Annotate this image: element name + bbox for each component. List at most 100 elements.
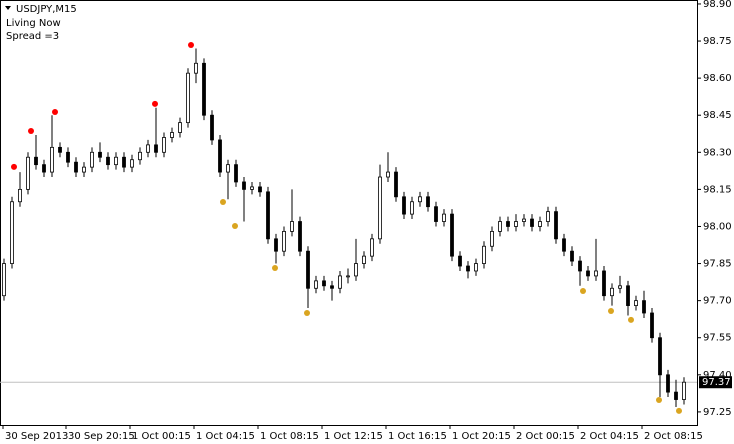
candle-body	[626, 285, 630, 306]
candle-body	[330, 285, 334, 289]
y-tick-label: 97.70	[703, 296, 732, 307]
candle-body	[434, 206, 438, 222]
candle-body	[378, 176, 382, 240]
candle-body	[74, 161, 78, 173]
candle-body	[674, 391, 678, 400]
indicator-label: Living Now	[6, 18, 61, 29]
candle-body	[410, 201, 414, 215]
y-tick-label: 97.55	[703, 333, 732, 344]
y-tick-label: 98.60	[703, 73, 732, 84]
candle-body	[618, 285, 622, 289]
candle-body	[458, 255, 462, 267]
spread-label: Spread =3	[6, 31, 59, 42]
x-tick-label: 1 Oct 00:15	[132, 431, 191, 442]
y-tick-label: 97.85	[703, 259, 732, 270]
fractal-marker	[188, 41, 194, 48]
candle-body	[578, 260, 582, 272]
candle-body	[18, 188, 22, 203]
fractal-marker	[580, 287, 586, 294]
candle-body	[570, 250, 574, 262]
fractal-marker	[304, 310, 310, 317]
candle-body	[386, 171, 390, 178]
fractal-marker	[232, 222, 238, 229]
x-tick-label: 30 Sep 20:15	[68, 431, 135, 442]
y-tick-label: 98.45	[703, 110, 732, 121]
symbol-menu-arrow[interactable]	[5, 6, 11, 10]
chart-title: USDJPY,M15	[16, 4, 77, 15]
candle-body	[682, 381, 686, 400]
candle-body	[298, 221, 302, 252]
fractal-marker	[11, 163, 17, 170]
candle-body	[178, 122, 182, 133]
candle-body	[546, 211, 550, 222]
fractal-marker	[676, 407, 682, 414]
candle-body	[114, 156, 118, 166]
x-tick-label: 2 Oct 04:15	[580, 431, 639, 442]
current-price-box	[699, 376, 732, 389]
candle-body	[498, 221, 502, 232]
candle-body	[194, 62, 198, 74]
x-tick-label: 1 Oct 08:15	[260, 431, 319, 442]
candle-body	[466, 265, 470, 272]
candle-body	[66, 151, 70, 163]
candle-body	[666, 374, 670, 393]
candle-body	[562, 238, 566, 252]
candle-body	[634, 300, 638, 306]
y-tick-label: 97.25	[703, 407, 732, 418]
candle-body	[154, 144, 158, 153]
y-tick-label: 98.90	[703, 0, 732, 10]
candle-body	[554, 211, 558, 240]
plot-frame	[0, 0, 698, 426]
candle-body	[586, 270, 590, 277]
x-tick-label: 1 Oct 04:15	[196, 431, 255, 442]
candle-body	[650, 312, 654, 339]
candle-body	[338, 275, 342, 289]
candle-body	[162, 137, 166, 153]
y-tick-label: 98.15	[703, 184, 732, 195]
candle-body	[2, 263, 6, 297]
candle-body	[314, 280, 318, 289]
y-tick-label: 97.40	[703, 370, 732, 381]
candle-body	[418, 196, 422, 203]
candle-body	[290, 221, 294, 232]
candle-body	[58, 146, 62, 153]
candle-body	[130, 159, 134, 168]
x-tick-label: 30 Sep 2013	[5, 431, 68, 442]
fractal-marker	[52, 108, 58, 115]
candle-body	[322, 280, 326, 287]
candle-body	[514, 221, 518, 227]
candle-body	[226, 164, 230, 173]
candle-body	[506, 221, 510, 227]
candle-body	[362, 255, 366, 264]
candle-body	[258, 186, 262, 193]
candle-body	[98, 151, 102, 158]
x-tick-label: 1 Oct 16:15	[388, 431, 447, 442]
x-tick-label: 2 Oct 00:15	[516, 431, 575, 442]
x-tick-label: 2 Oct 08:15	[644, 431, 703, 442]
candle-body	[354, 263, 358, 277]
candle-body	[138, 151, 142, 161]
candle-body	[82, 166, 86, 173]
candle-body	[602, 270, 606, 297]
fractal-marker	[272, 265, 278, 272]
x-tick-label: 1 Oct 12:15	[324, 431, 383, 442]
candle-body	[26, 156, 30, 190]
fractal-marker	[628, 316, 634, 323]
candle-body	[10, 201, 14, 264]
candle-body	[218, 139, 222, 173]
candle-body	[538, 221, 542, 227]
candle-body	[594, 270, 598, 277]
candle-body	[394, 171, 398, 198]
candle-body	[370, 238, 374, 257]
fractal-marker	[656, 397, 662, 404]
candle-body	[450, 213, 454, 257]
y-tick-label: 98.30	[703, 147, 732, 158]
candle-body	[50, 146, 54, 173]
fractal-marker	[152, 100, 158, 107]
candle-body	[122, 156, 126, 168]
candle-body	[442, 213, 446, 222]
y-tick-label: 98.00	[703, 221, 732, 232]
candle-body	[170, 132, 174, 138]
